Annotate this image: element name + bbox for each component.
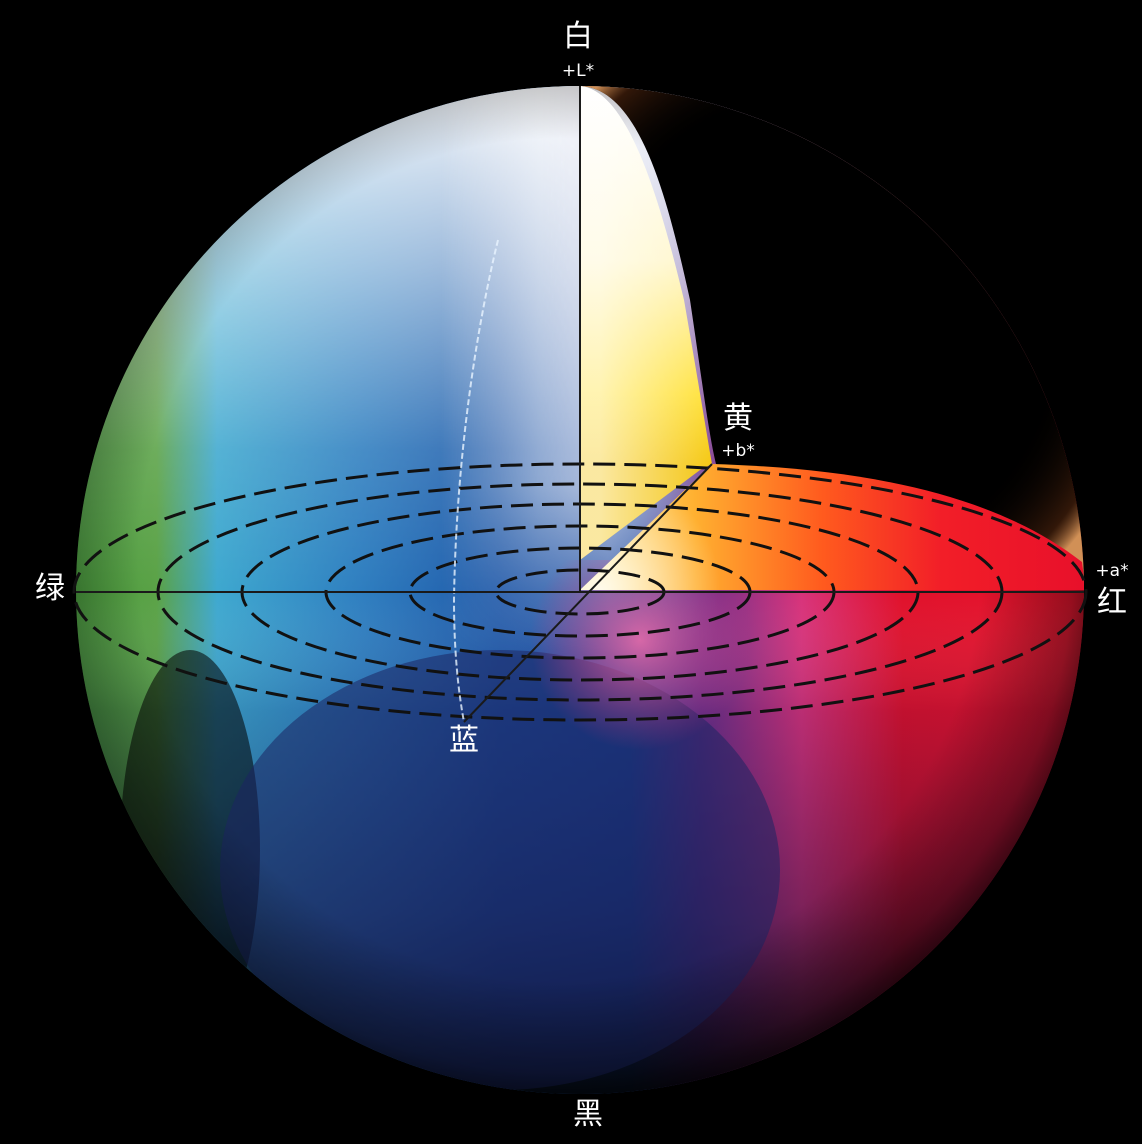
label-l-axis: +L* (562, 61, 594, 81)
lab-axes (76, 86, 1084, 723)
label-yellow: 黄 (723, 401, 753, 436)
meridian-line (452, 239, 499, 723)
label-a-axis: +a* (1095, 561, 1128, 581)
label-blue: 蓝 (449, 723, 479, 758)
b-axis-line (463, 463, 713, 723)
label-black: 黑 (573, 1097, 603, 1132)
label-b-axis: +b* (721, 441, 755, 461)
label-green: 绿 (35, 571, 65, 606)
label-red: 红 (1097, 585, 1127, 620)
label-white: 白 (563, 19, 593, 54)
